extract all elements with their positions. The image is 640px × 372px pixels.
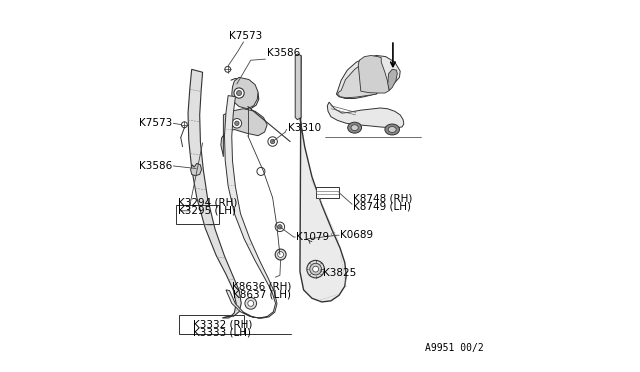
Polygon shape bbox=[298, 55, 346, 302]
Polygon shape bbox=[225, 96, 277, 318]
Text: K3310: K3310 bbox=[288, 124, 321, 134]
Circle shape bbox=[245, 298, 257, 309]
Text: K7573: K7573 bbox=[139, 118, 172, 128]
Circle shape bbox=[248, 301, 253, 306]
Text: K3332 (RH): K3332 (RH) bbox=[193, 319, 253, 329]
Circle shape bbox=[278, 225, 282, 229]
Ellipse shape bbox=[351, 125, 358, 131]
Text: K7573: K7573 bbox=[228, 31, 262, 41]
Text: c: c bbox=[331, 231, 335, 237]
Text: K8637 (LH): K8637 (LH) bbox=[233, 289, 291, 299]
Polygon shape bbox=[232, 77, 258, 109]
Polygon shape bbox=[188, 69, 241, 318]
Circle shape bbox=[235, 121, 239, 125]
Circle shape bbox=[182, 122, 188, 128]
Circle shape bbox=[225, 67, 230, 72]
Polygon shape bbox=[358, 55, 389, 93]
Circle shape bbox=[237, 90, 242, 96]
Text: K3295 (LH): K3295 (LH) bbox=[178, 206, 236, 216]
Polygon shape bbox=[191, 163, 202, 176]
Polygon shape bbox=[295, 54, 301, 120]
Circle shape bbox=[232, 119, 242, 128]
Text: K3586: K3586 bbox=[139, 161, 172, 171]
Polygon shape bbox=[337, 55, 400, 99]
Circle shape bbox=[313, 266, 319, 272]
Circle shape bbox=[234, 88, 244, 98]
Polygon shape bbox=[337, 58, 380, 98]
Bar bbox=[316, 187, 339, 198]
Circle shape bbox=[307, 260, 324, 278]
Text: K3586: K3586 bbox=[267, 48, 300, 58]
Circle shape bbox=[275, 249, 286, 260]
Circle shape bbox=[257, 167, 265, 176]
Circle shape bbox=[271, 140, 275, 144]
Polygon shape bbox=[327, 102, 404, 128]
Text: A9951 00/2: A9951 00/2 bbox=[426, 343, 484, 353]
Text: K8748 (RH): K8748 (RH) bbox=[353, 193, 412, 203]
Text: K8636 (RH): K8636 (RH) bbox=[232, 282, 291, 292]
Ellipse shape bbox=[348, 122, 362, 133]
Text: K3825: K3825 bbox=[323, 268, 356, 278]
Text: K3333 (LH): K3333 (LH) bbox=[193, 327, 251, 337]
Circle shape bbox=[278, 251, 284, 257]
Polygon shape bbox=[388, 69, 397, 90]
Text: K3294 (RH): K3294 (RH) bbox=[178, 198, 237, 208]
Text: K0689: K0689 bbox=[340, 230, 373, 240]
Circle shape bbox=[275, 222, 285, 231]
Circle shape bbox=[310, 263, 321, 275]
Circle shape bbox=[268, 137, 277, 146]
Text: K1079: K1079 bbox=[296, 232, 330, 242]
Text: K8749 (LH): K8749 (LH) bbox=[353, 202, 411, 212]
Ellipse shape bbox=[385, 124, 399, 135]
Ellipse shape bbox=[388, 126, 396, 132]
Polygon shape bbox=[221, 109, 267, 157]
